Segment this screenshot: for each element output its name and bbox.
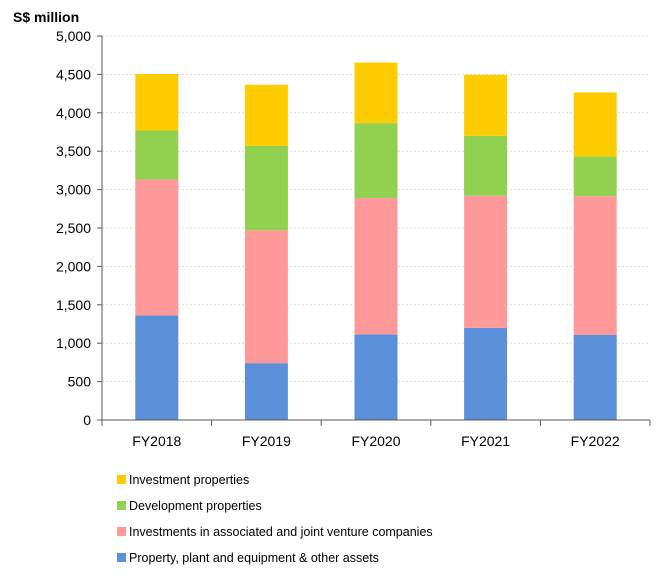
legend-label: Development properties (129, 499, 262, 513)
y-tick-label: 4,000 (56, 105, 91, 121)
bar-segment-fy2019-series-1 (244, 230, 288, 364)
y-tick-label: 3,500 (56, 143, 91, 159)
y-tick-label: 3,000 (56, 182, 91, 198)
unit-label: S$ million (13, 9, 79, 25)
x-tick-label: FY2021 (461, 433, 510, 449)
y-tick-label: 500 (68, 374, 92, 390)
y-tick-label: 4,500 (56, 66, 91, 82)
x-tick-label: FY2018 (132, 433, 181, 449)
y-tick-label: 2,500 (56, 220, 91, 236)
bar-segment-fy2020-series-1 (354, 198, 398, 335)
y-axis-tick-labels: 0 500 1,000 1,500 2,000 2,500 3,000 3,500 4,000 4… (56, 28, 91, 428)
y-tick-label: 1,000 (56, 335, 91, 351)
axes (97, 35, 651, 426)
y-tick-label: 2,000 (56, 258, 91, 274)
bar-segment-fy2022-series-2 (573, 156, 617, 197)
bar-segment-fy2018-series-0 (135, 315, 179, 420)
bar-segment-fy2019-series-0 (244, 363, 288, 420)
x-axis-tick-labels: FY2018 FY2019 FY2020 FY2021 FY2022 (132, 433, 620, 449)
bar-segment-fy2018-series-2 (135, 130, 179, 180)
bar-segment-fy2019-series-2 (244, 145, 288, 231)
y-tick-label: 1,500 (56, 297, 91, 313)
bar-segment-fy2020-series-2 (354, 123, 398, 199)
bar-segment-fy2021-series-3 (464, 74, 508, 136)
y-tick-label: 5,000 (56, 28, 91, 44)
bar-segment-fy2021-series-0 (464, 327, 508, 420)
bar-segment-fy2019-series-3 (244, 84, 288, 146)
bar-stacks (135, 62, 617, 420)
legend-swatch (117, 501, 126, 510)
bar-segment-fy2018-series-3 (135, 74, 179, 131)
bar-segment-fy2020-series-0 (354, 334, 398, 420)
bar-segment-fy2022-series-0 (573, 334, 617, 420)
legend: Investment properties Development propert… (117, 473, 433, 565)
bar-segment-fy2020-series-3 (354, 62, 398, 124)
bar-segment-fy2022-series-1 (573, 196, 617, 335)
legend-swatch (117, 527, 126, 536)
legend-label: Property, plant and equipment & other as… (129, 551, 379, 565)
x-tick-label: FY2019 (242, 433, 291, 449)
bar-segment-fy2021-series-2 (464, 135, 508, 196)
x-tick-label: FY2020 (351, 433, 400, 449)
legend-label: Investment properties (129, 473, 249, 487)
x-tick-label: FY2022 (571, 433, 620, 449)
legend-swatch (117, 475, 126, 484)
bar-segment-fy2018-series-1 (135, 179, 179, 316)
bar-segment-fy2022-series-3 (573, 92, 617, 157)
legend-label: Investments in associated and joint vent… (129, 525, 433, 539)
bar-segment-fy2021-series-1 (464, 195, 508, 328)
y-tick-label: 0 (83, 412, 91, 428)
legend-swatch (117, 553, 126, 562)
